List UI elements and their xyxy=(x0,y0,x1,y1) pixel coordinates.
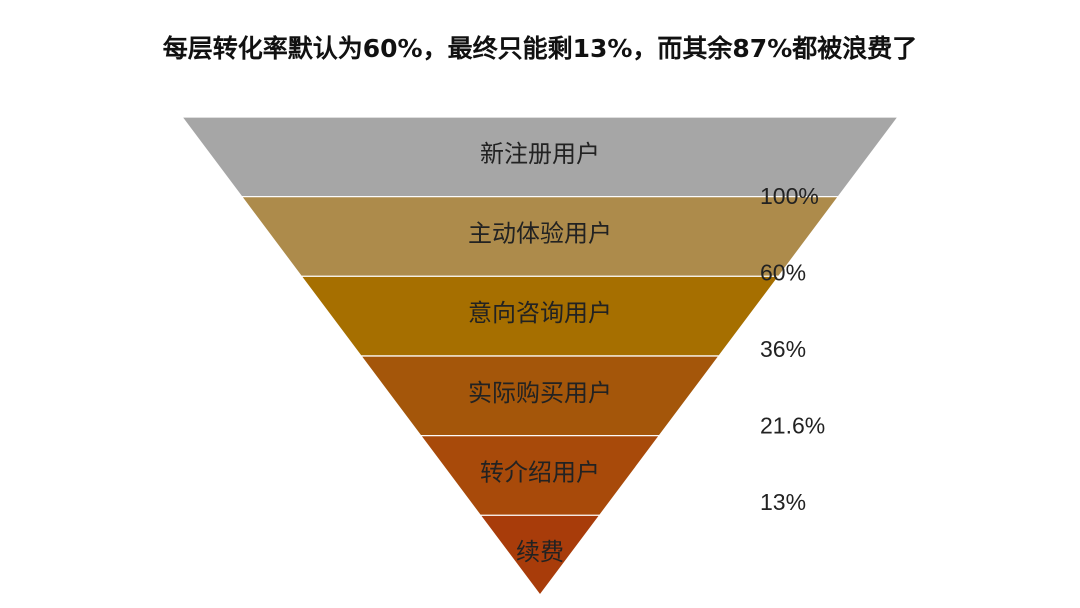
rate-label: 13% xyxy=(760,489,806,515)
funnel-stage xyxy=(479,514,601,597)
rate-label: 100% xyxy=(760,183,819,209)
rate-label: 60% xyxy=(760,260,806,286)
rate-label: 36% xyxy=(760,336,806,362)
stage-label: 新注册用户 xyxy=(480,140,600,168)
stage-label: 续费 xyxy=(516,538,564,566)
stage-label: 转介绍用户 xyxy=(480,459,600,487)
chart-title: 每层转化率默认为60%，最终只能剩13%，而其余87%都被浪费了 xyxy=(163,34,918,63)
stage-label: 意向咨询用户 xyxy=(468,299,612,327)
stage-label: 实际购买用户 xyxy=(468,379,612,407)
stage-label: 主动体验用户 xyxy=(468,220,612,248)
rate-label: 21.6% xyxy=(760,413,825,439)
